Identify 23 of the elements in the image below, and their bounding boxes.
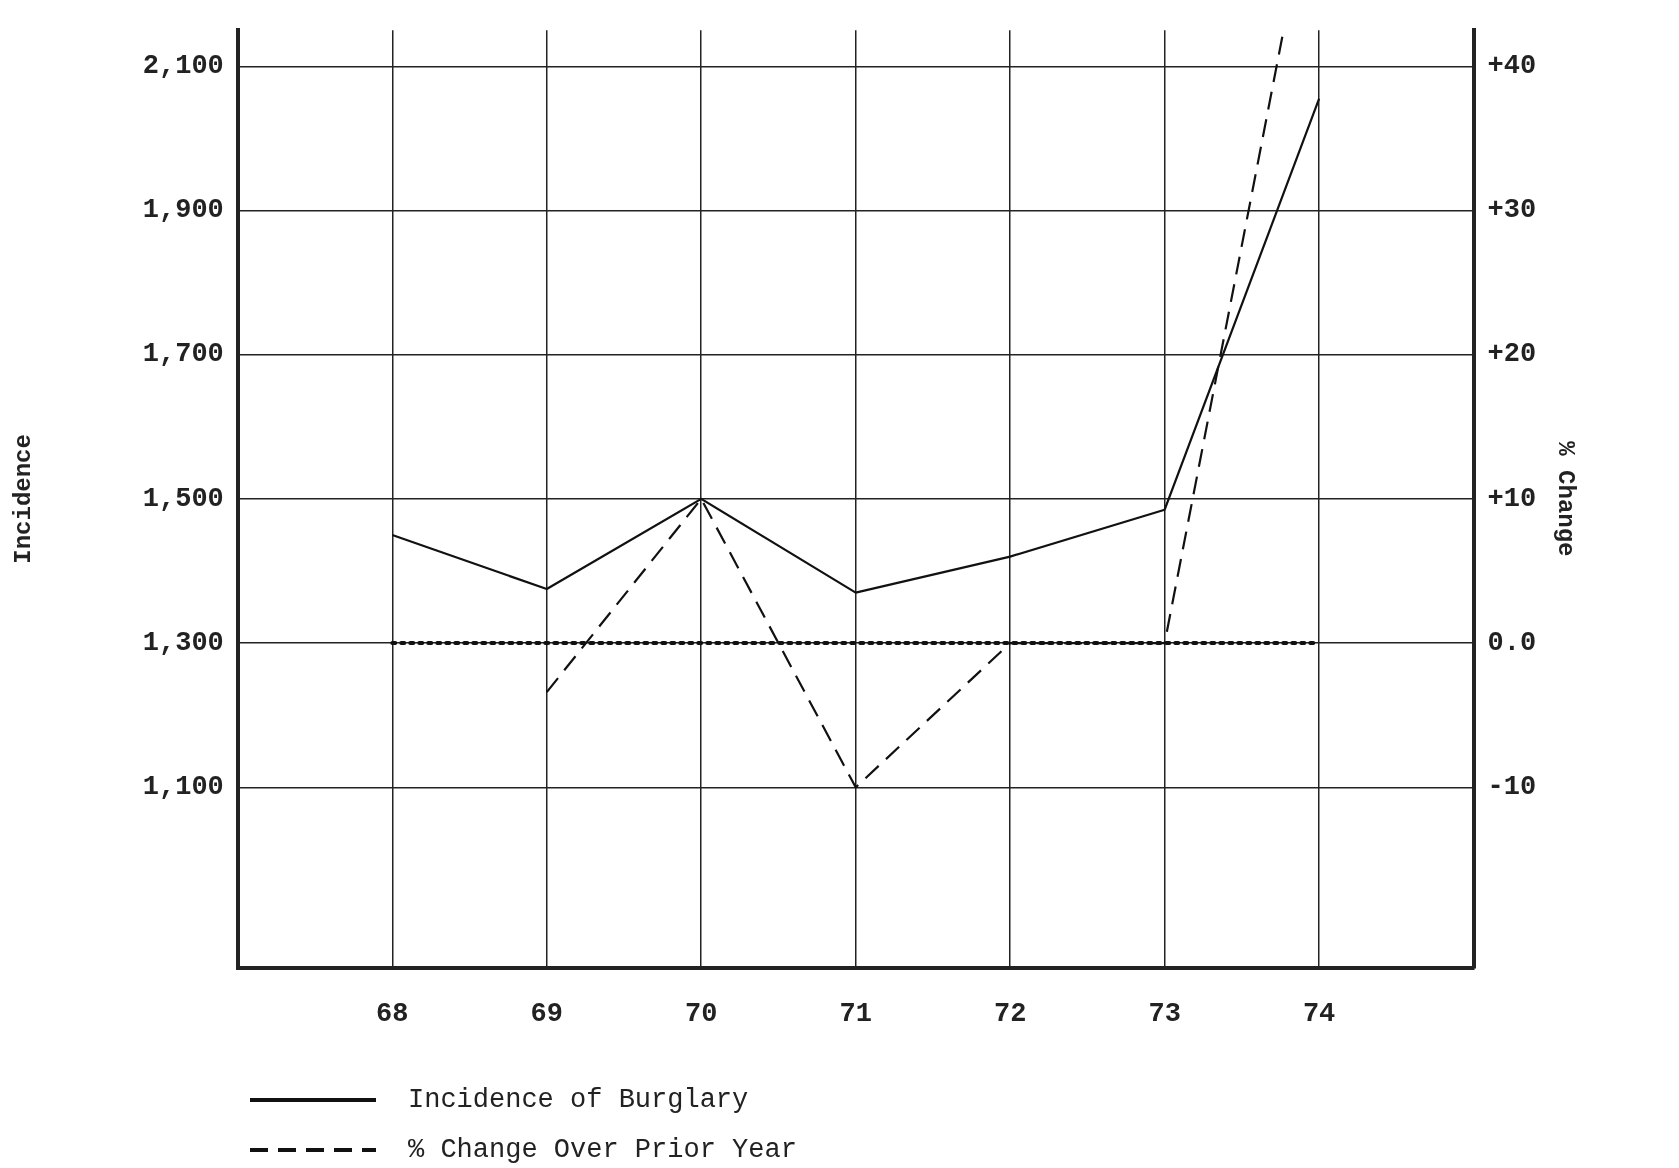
x-tick-label: 73 (1148, 998, 1181, 1029)
y2-tick-label: +40 (1487, 51, 1537, 82)
y2-axis-title: % Change (1551, 441, 1579, 557)
x-tick-label: 68 (376, 998, 409, 1029)
x-tick-label: 72 (993, 998, 1027, 1029)
y-tick-label: 1,700 (142, 339, 224, 370)
y2-tick-label: +30 (1487, 195, 1537, 226)
legend-label: % Change Over Prior Year (408, 1135, 797, 1165)
x-tick-label: 70 (685, 998, 718, 1029)
y-tick-label: 2,100 (142, 51, 224, 82)
y-tick-label: 1,100 (142, 772, 224, 803)
x-tick-label: 71 (839, 998, 872, 1029)
y2-tick-label: +20 (1487, 339, 1537, 370)
x-tick-label: 69 (530, 998, 563, 1029)
y-tick-label: 1,900 (142, 195, 224, 226)
legend-label: Incidence of Burglary (408, 1085, 749, 1115)
y-axis-title: Incidence (10, 434, 38, 564)
x-tick-label: 74 (1302, 998, 1336, 1029)
y2-tick-label: -10 (1487, 772, 1537, 803)
y2-tick-label: 0.0 (1487, 627, 1537, 658)
y-tick-label: 1,300 (142, 627, 224, 658)
y2-tick-label: +10 (1487, 483, 1537, 514)
y-tick-label: 1,500 (142, 483, 224, 514)
